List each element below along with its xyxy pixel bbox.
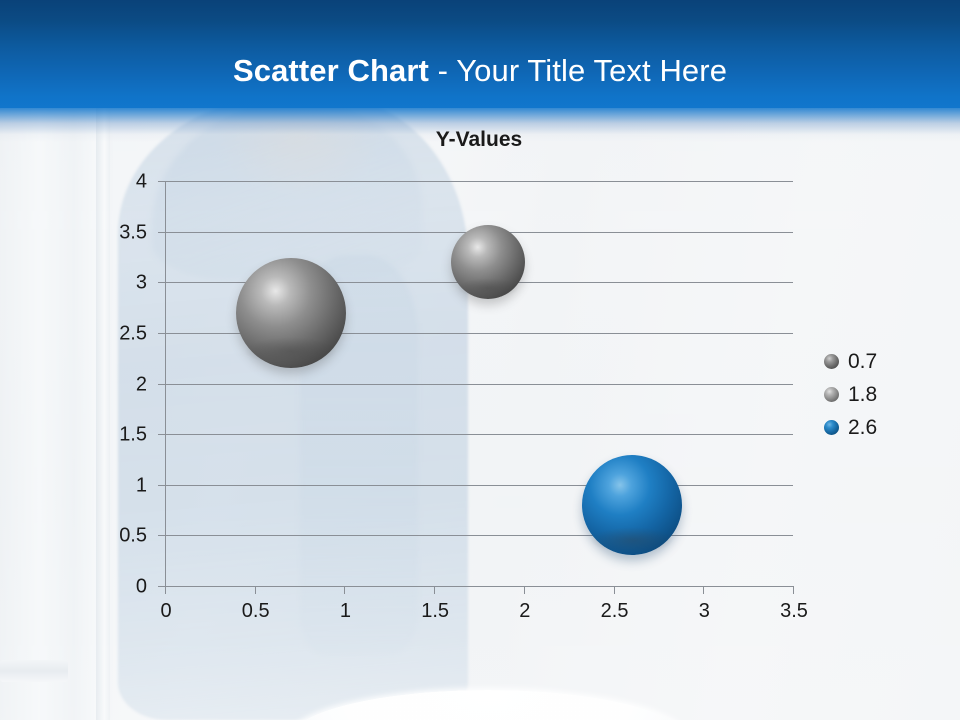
- y-axis-tick-label: 0: [135, 575, 147, 598]
- x-axis-tick: 3: [699, 586, 710, 622]
- x-axis-tick: 1: [340, 586, 351, 622]
- x-axis-tick-label: 3.5: [780, 600, 808, 622]
- title-bar-fade: [0, 108, 960, 142]
- y-axis-tick-label: 1.5: [119, 423, 147, 446]
- legend-marker-icon: [824, 420, 839, 435]
- x-axis-tick: 0: [160, 586, 172, 622]
- data-point-bubble[interactable]: [450, 225, 525, 299]
- legend-item[interactable]: 0.7: [824, 345, 877, 378]
- y-axis-tick: 1: [136, 474, 165, 496]
- x-axis-tick: 3.5: [780, 586, 808, 622]
- y-axis-tick: 3.5: [119, 221, 165, 243]
- x-axis-tick-label: 1.5: [421, 600, 450, 622]
- y-axis-tick: 0.5: [119, 525, 165, 547]
- x-axis-tick: 0.5: [242, 586, 270, 622]
- gridline: [165, 434, 793, 436]
- chart-legend: 0.7 1.8 2.6: [824, 345, 877, 444]
- chart-title: Y-Values: [435, 128, 523, 151]
- x-axis-tick-label: 2: [519, 600, 531, 622]
- y-axis-tick-label: 2.5: [119, 322, 147, 345]
- y-axis-tick: 2.5: [119, 322, 165, 344]
- y-axis-tick: 0: [136, 576, 165, 598]
- y-axis-tick: 1.5: [119, 424, 165, 446]
- legend-label: 1.8: [848, 382, 878, 406]
- y-axis-tick-label: 1: [135, 474, 147, 497]
- legend-marker-icon: [824, 354, 839, 369]
- y-axis-tick-label: 2: [135, 373, 147, 395]
- y-axis-tick: 2: [136, 373, 165, 395]
- x-axis-tick-label: 2.5: [600, 600, 629, 622]
- x-axis-tick-label: 1: [339, 600, 351, 622]
- x-axis-line: [165, 586, 793, 587]
- y-axis-tick: 4: [136, 171, 165, 193]
- data-point-bubble[interactable]: [235, 257, 346, 368]
- x-axis-tick: 2.5: [601, 586, 628, 622]
- legend-item[interactable]: 1.8: [824, 378, 877, 411]
- legend-item[interactable]: 2.6: [824, 411, 877, 444]
- y-axis-tick: 3: [136, 272, 165, 294]
- gridline: [165, 332, 793, 334]
- y-axis-tick-label: 0.5: [119, 524, 147, 547]
- y-axis-tick-label: 3: [135, 271, 147, 294]
- legend-label: 2.6: [848, 415, 878, 439]
- y-axis-tick-label: 3.5: [119, 221, 147, 244]
- slide-title-strong: Scatter Chart: [232, 53, 429, 88]
- legend-label: 0.7: [848, 349, 878, 373]
- slide-title-rest: - Your Title Text Here: [428, 53, 728, 88]
- gridline: [165, 535, 793, 537]
- plot-area: 0 0.5 1 1.5 2 2.5 3 3.5 4 0 0.5 1 1.5 2 2.5 3 3.5: [119, 171, 808, 623]
- slide-title: Scatter Chart - Your Title Text Here: [0, 52, 960, 90]
- x-axis-tick-label: 0: [160, 600, 172, 622]
- x-axis-tick-label: 3: [698, 600, 710, 622]
- x-axis-tick: 2: [519, 586, 530, 622]
- legend-marker-icon: [824, 387, 839, 402]
- x-axis-tick-label: 0.5: [241, 600, 270, 622]
- title-bar: [0, 0, 960, 108]
- y-axis-tick-label: 4: [135, 170, 147, 193]
- gridline: [165, 484, 793, 486]
- gridline: [165, 181, 793, 182]
- gridline: [165, 383, 793, 385]
- data-point-bubble[interactable]: [581, 455, 682, 555]
- x-axis-tick: 1.5: [421, 586, 449, 622]
